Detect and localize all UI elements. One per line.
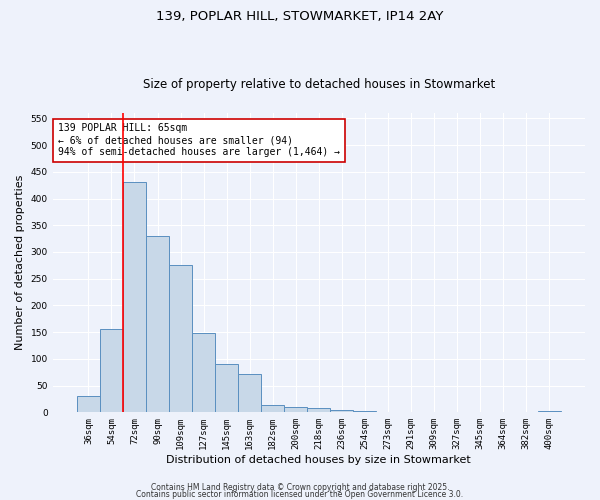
Bar	[169, 266, 192, 412]
Bar	[538, 410, 561, 412]
Bar	[331, 410, 353, 412]
Bar	[77, 396, 100, 412]
Bar	[123, 182, 146, 412]
Text: Contains public sector information licensed under the Open Government Licence 3.: Contains public sector information licen…	[136, 490, 464, 499]
Y-axis label: Number of detached properties: Number of detached properties	[15, 175, 25, 350]
Bar	[100, 330, 123, 412]
Text: 139 POPLAR HILL: 65sqm
← 6% of detached houses are smaller (94)
94% of semi-deta: 139 POPLAR HILL: 65sqm ← 6% of detached …	[58, 124, 340, 156]
Bar	[192, 333, 215, 412]
Bar	[284, 407, 307, 412]
Text: Contains HM Land Registry data © Crown copyright and database right 2025.: Contains HM Land Registry data © Crown c…	[151, 484, 449, 492]
Bar	[307, 408, 331, 412]
Bar	[215, 364, 238, 412]
Bar	[261, 406, 284, 412]
Text: 139, POPLAR HILL, STOWMARKET, IP14 2AY: 139, POPLAR HILL, STOWMARKET, IP14 2AY	[157, 10, 443, 23]
X-axis label: Distribution of detached houses by size in Stowmarket: Distribution of detached houses by size …	[166, 455, 471, 465]
Title: Size of property relative to detached houses in Stowmarket: Size of property relative to detached ho…	[143, 78, 495, 91]
Bar	[146, 236, 169, 412]
Bar	[238, 374, 261, 412]
